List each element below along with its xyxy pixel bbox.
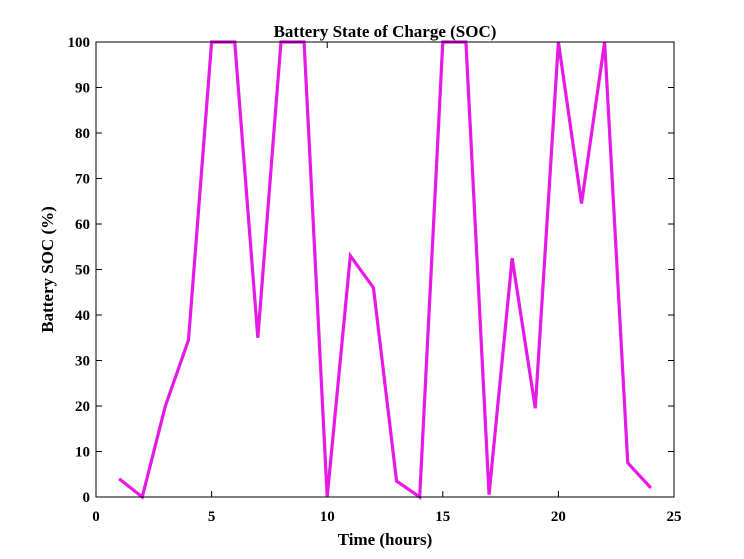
- chart-title: Battery State of Charge (SOC): [274, 22, 497, 41]
- x-tick-label: 25: [667, 509, 682, 525]
- y-tick-label: 90: [75, 81, 90, 97]
- y-tick-label: 100: [68, 35, 91, 51]
- axis-ticks: 0 5 10 15 20 25 0 10 20 30 40 50 60 70 80 90 100: [68, 35, 682, 525]
- x-tick-label: 20: [551, 509, 566, 525]
- x-axis-title: Time (hours): [338, 530, 433, 549]
- y-axis-title: Battery SOC (%): [38, 206, 57, 333]
- soc-series-line: [118, 40, 653, 500]
- y-tick-label: 40: [75, 308, 90, 324]
- x-tick-label: 15: [435, 509, 450, 525]
- y-tick-label: 50: [75, 263, 90, 279]
- y-tick-label: 20: [75, 399, 90, 415]
- x-tick-label: 5: [208, 509, 216, 525]
- y-tick-label: 60: [75, 217, 90, 233]
- y-tick-label: 10: [75, 445, 90, 461]
- x-tick-label: 10: [320, 509, 335, 525]
- x-tick-label: 0: [92, 509, 100, 525]
- y-tick-label: 70: [75, 172, 90, 188]
- plot-area: [118, 40, 653, 500]
- y-tick-label: 80: [75, 126, 90, 142]
- y-tick-label: 0: [83, 490, 91, 506]
- plot-frame: [95, 41, 675, 498]
- y-tick-label: 30: [75, 354, 90, 370]
